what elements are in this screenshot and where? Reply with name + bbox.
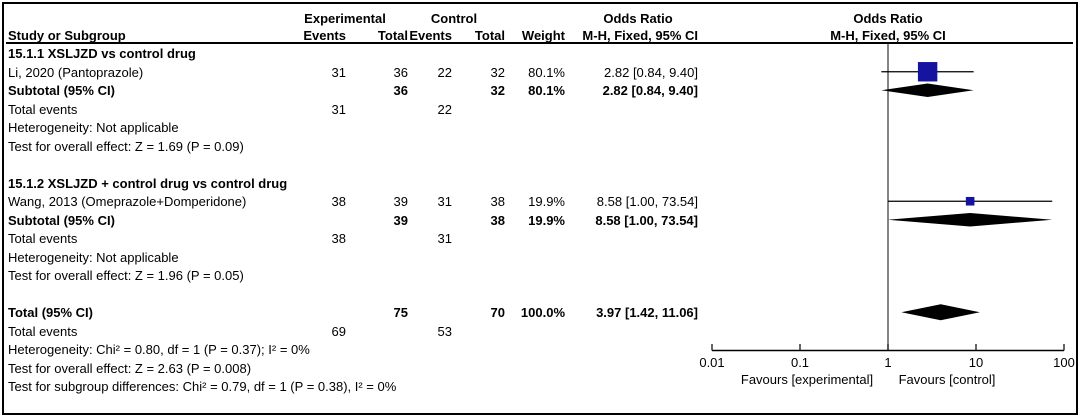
subtotal-row: Subtotal (95% CI) 39 38 19.9% 8.58 [1.00, 73…: [0, 211, 1076, 230]
row-label: Subtotal (95% CI): [8, 83, 115, 98]
experimental-total-cell: 39: [393, 194, 408, 209]
odds-ratio-cell: 2.82 [0.84, 9.40]: [602, 83, 698, 98]
control-events-header: Events: [409, 28, 452, 43]
text-row: Test for overall effect: Z = 1.96 (P = 0…: [0, 266, 1076, 285]
summary-diamond: [881, 83, 974, 97]
control-events-cell: 22: [437, 101, 452, 117]
weight-cell: 80.1%: [528, 83, 565, 98]
row-label: 15.1.1 XSLJZD vs control drug: [8, 46, 196, 61]
control-total-cell: 38: [490, 212, 505, 228]
x-tick-label: 10: [968, 355, 984, 370]
control-total-cell: 32: [490, 83, 505, 98]
text-row: Test for overall effect: Z = 1.69 (P = 0…: [0, 137, 1076, 156]
control-events-cell: 31: [437, 194, 452, 209]
text-row: Heterogeneity: Not applicable: [0, 118, 1076, 137]
effect-estimate-square: [917, 62, 938, 82]
weight-cell: 19.9%: [528, 212, 565, 228]
mh-fixed-ci-header: M-H, Fixed, 95% CI: [582, 28, 698, 43]
subgroup-header-row: 15.1.1 XSLJZD vs control drug: [0, 44, 1076, 63]
row-label: Heterogeneity: Not applicable: [8, 120, 179, 135]
experimental-total-cell: 36: [393, 64, 408, 80]
odds-ratio-cell: 8.58 [1.00, 73.54]: [596, 194, 698, 209]
study-or-subgroup-header: Study or Subgroup: [8, 28, 126, 43]
x-tick-label: 100: [1053, 355, 1075, 370]
text-row: Total events 38 31: [0, 229, 1076, 248]
row-label: Total (95% CI): [8, 305, 93, 320]
text-row: Total events 31 22: [0, 100, 1076, 119]
experimental-events-cell: 38: [331, 194, 346, 209]
row-label: Total events: [8, 101, 78, 117]
odds-ratio-cell: 2.82 [0.84, 9.40]: [604, 64, 698, 80]
row-label: Test for overall effect: Z = 1.69 (P = 0…: [8, 138, 244, 154]
row-label: Subtotal (95% CI): [8, 212, 115, 228]
odds-ratio-cell: 3.97 [1.42, 11.06]: [596, 305, 698, 320]
control-total-header: Total: [474, 28, 505, 43]
weight-cell: 100.0%: [520, 305, 565, 320]
odds-ratio-column-header: Odds Ratio: [603, 11, 673, 26]
row-label: Test for overall effect: Z = 2.63 (P = 0…: [8, 360, 252, 376]
header-rule: [6, 42, 1073, 44]
total-row: Total (95% CI) 75 70 100.0% 3.97 [1.42, 11.0…: [0, 303, 1076, 322]
subgroup-header-row: 15.1.2 XSLJZD + control drug vs control …: [0, 174, 1076, 193]
weight-header: Weight: [521, 28, 565, 43]
summary-diamond: [888, 213, 1053, 227]
row-label: Total events: [8, 323, 78, 339]
control-events-cell: 53: [437, 323, 452, 339]
row-label: Total events: [8, 231, 78, 246]
text-row: Test for subgroup differences: Chi² = 0.…: [0, 377, 1076, 396]
experimental-events-header: Events: [303, 28, 346, 43]
text-row: Total events 69 53: [0, 322, 1076, 341]
row-label: Heterogeneity: Not applicable: [8, 249, 179, 265]
mh-fixed-ci-plot-header: M-H, Fixed, 95% CI: [830, 28, 946, 43]
experimental-events-cell: 69: [331, 323, 346, 339]
control-total-cell: 70: [490, 305, 505, 320]
control-events-cell: 31: [437, 231, 452, 246]
summary-diamond: [901, 304, 980, 321]
text-row: Test for overall effect: Z = 2.63 (P = 0…: [0, 359, 1076, 378]
row-label: Test for subgroup differences: Chi² = 0.…: [8, 379, 397, 394]
favours-control-label: Favours [control]: [898, 372, 996, 387]
experimental-events-cell: 31: [331, 64, 346, 80]
text-row: Heterogeneity: Chi² = 0.80, df = 1 (P = …: [0, 340, 1076, 359]
row-label: Li, 2020 (Pantoprazole): [8, 64, 144, 80]
control-total-cell: 32: [490, 64, 505, 80]
odds-ratio-plot-header: Odds Ratio: [853, 11, 923, 26]
x-tick-label: 0.1: [790, 355, 810, 370]
study-row: Wang, 2013 (Omeprazole+Domperidone) 38 39 3…: [0, 192, 1076, 211]
experimental-total-cell: 36: [393, 83, 408, 98]
study-row: Li, 2020 (Pantoprazole) 31 36 22 32 80.1% 2.82…: [0, 63, 1076, 82]
favours-experimental-label: Favours [experimental]: [740, 372, 874, 387]
odds-ratio-cell: 8.58 [1.00, 73.54]: [595, 212, 698, 228]
experimental-events-cell: 38: [331, 231, 346, 246]
control-events-cell: 22: [437, 64, 452, 80]
x-tick-label: 0.01: [699, 355, 725, 370]
row-label: Heterogeneity: Chi² = 0.80, df = 1 (P = …: [8, 342, 310, 357]
text-row: Heterogeneity: Not applicable: [0, 248, 1076, 267]
weight-cell: 80.1%: [528, 64, 565, 80]
subtotal-row: Subtotal (95% CI) 36 32 80.1% 2.82 [0.84, 9.…: [0, 81, 1076, 100]
control-group-header: Control: [430, 11, 478, 26]
experimental-total-cell: 75: [393, 305, 408, 320]
effect-estimate-square: [965, 196, 975, 206]
control-total-cell: 38: [490, 194, 505, 209]
row-label: Wang, 2013 (Omeprazole+Domperidone): [8, 194, 247, 209]
experimental-group-header: Experimental: [304, 11, 386, 26]
row-label: Test for overall effect: Z = 1.96 (P = 0…: [8, 268, 244, 283]
experimental-total-header: Total: [377, 28, 408, 43]
row-label: 15.1.2 XSLJZD + control drug vs control …: [8, 175, 288, 191]
experimental-events-cell: 31: [331, 101, 346, 117]
experimental-total-cell: 39: [393, 212, 408, 228]
x-tick-label: 1: [884, 355, 892, 370]
weight-cell: 19.9%: [528, 194, 565, 209]
